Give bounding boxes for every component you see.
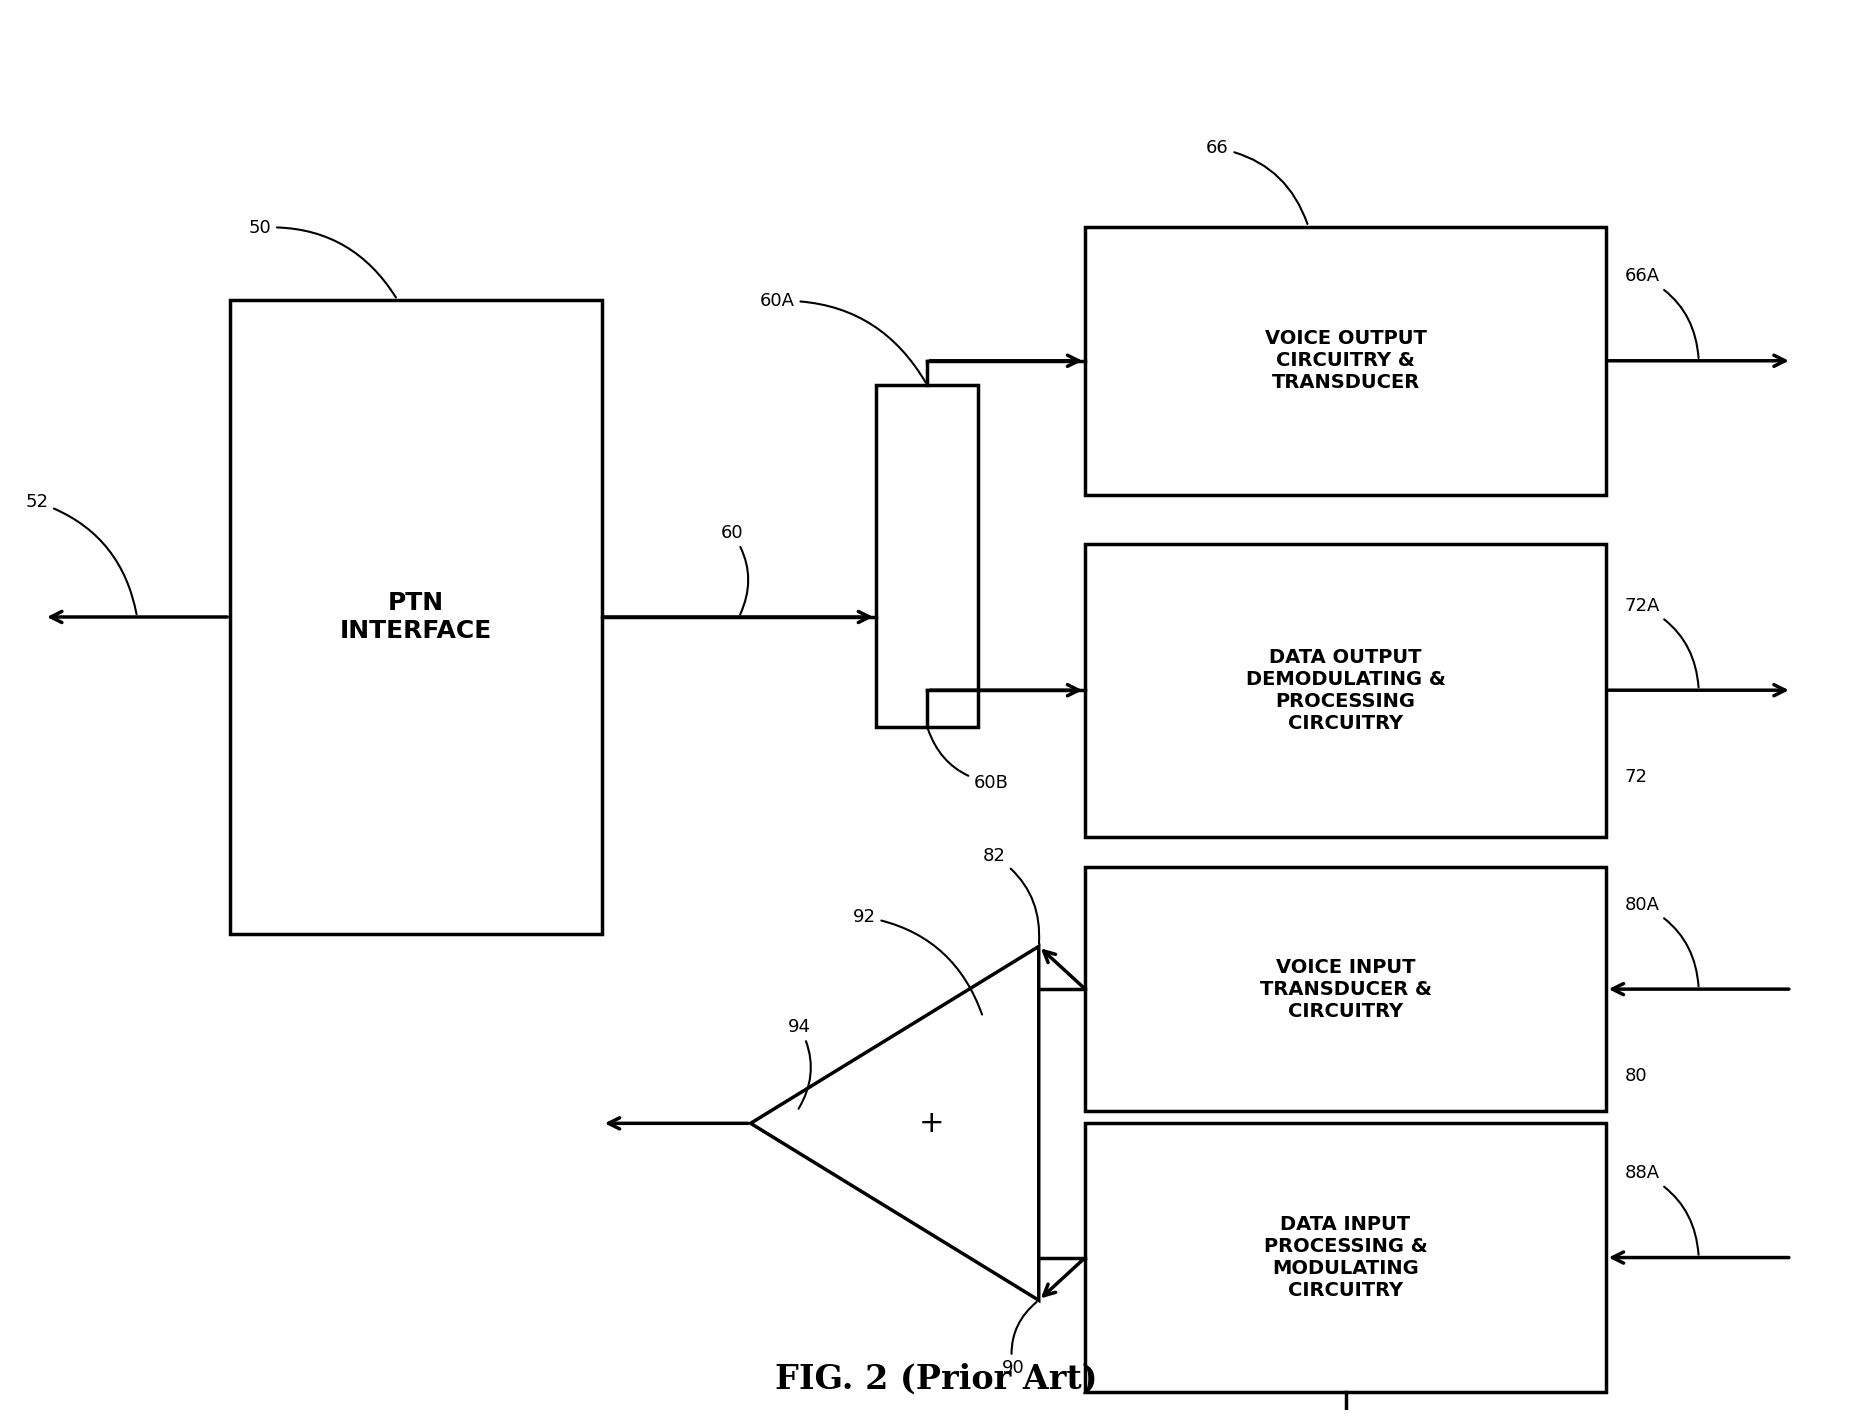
Text: 88A: 88A: [1624, 1165, 1699, 1255]
FancyBboxPatch shape: [1084, 867, 1605, 1111]
FancyBboxPatch shape: [1084, 544, 1605, 836]
Text: 52: 52: [26, 493, 137, 614]
Text: 80: 80: [1624, 1067, 1646, 1084]
Text: 72: 72: [1624, 768, 1648, 785]
Text: VOICE INPUT
TRANSDUCER &
CIRCUITRY: VOICE INPUT TRANSDUCER & CIRCUITRY: [1259, 958, 1431, 1020]
Text: 66A: 66A: [1624, 268, 1699, 359]
Text: 66: 66: [1206, 139, 1307, 224]
Text: 50: 50: [249, 218, 395, 298]
Text: FIG. 2 (Prior Art): FIG. 2 (Prior Art): [775, 1363, 1098, 1396]
Text: PTN
INTERFACE: PTN INTERFACE: [339, 591, 493, 643]
Text: +: +: [920, 1110, 944, 1138]
Text: DATA INPUT
PROCESSING &
MODULATING
CIRCUITRY: DATA INPUT PROCESSING & MODULATING CIRCU…: [1264, 1214, 1427, 1299]
Text: 82: 82: [983, 847, 1040, 944]
Text: DATA OUTPUT
DEMODULATING &
PROCESSING
CIRCUITRY: DATA OUTPUT DEMODULATING & PROCESSING CI…: [1246, 648, 1446, 733]
Text: VOICE OUTPUT
CIRCUITRY &
TRANSDUCER: VOICE OUTPUT CIRCUITRY & TRANSDUCER: [1264, 329, 1427, 393]
FancyBboxPatch shape: [1084, 227, 1605, 495]
Text: 60A: 60A: [760, 292, 925, 383]
FancyBboxPatch shape: [1084, 1124, 1605, 1391]
Text: 80A: 80A: [1624, 896, 1699, 986]
Text: 60B: 60B: [929, 730, 1008, 792]
Text: 94: 94: [789, 1017, 811, 1108]
FancyBboxPatch shape: [877, 385, 978, 727]
Text: 90: 90: [1002, 1302, 1036, 1377]
FancyBboxPatch shape: [230, 300, 601, 934]
Text: 92: 92: [852, 908, 981, 1015]
Text: 60: 60: [721, 524, 747, 615]
Text: 72A: 72A: [1624, 597, 1699, 687]
